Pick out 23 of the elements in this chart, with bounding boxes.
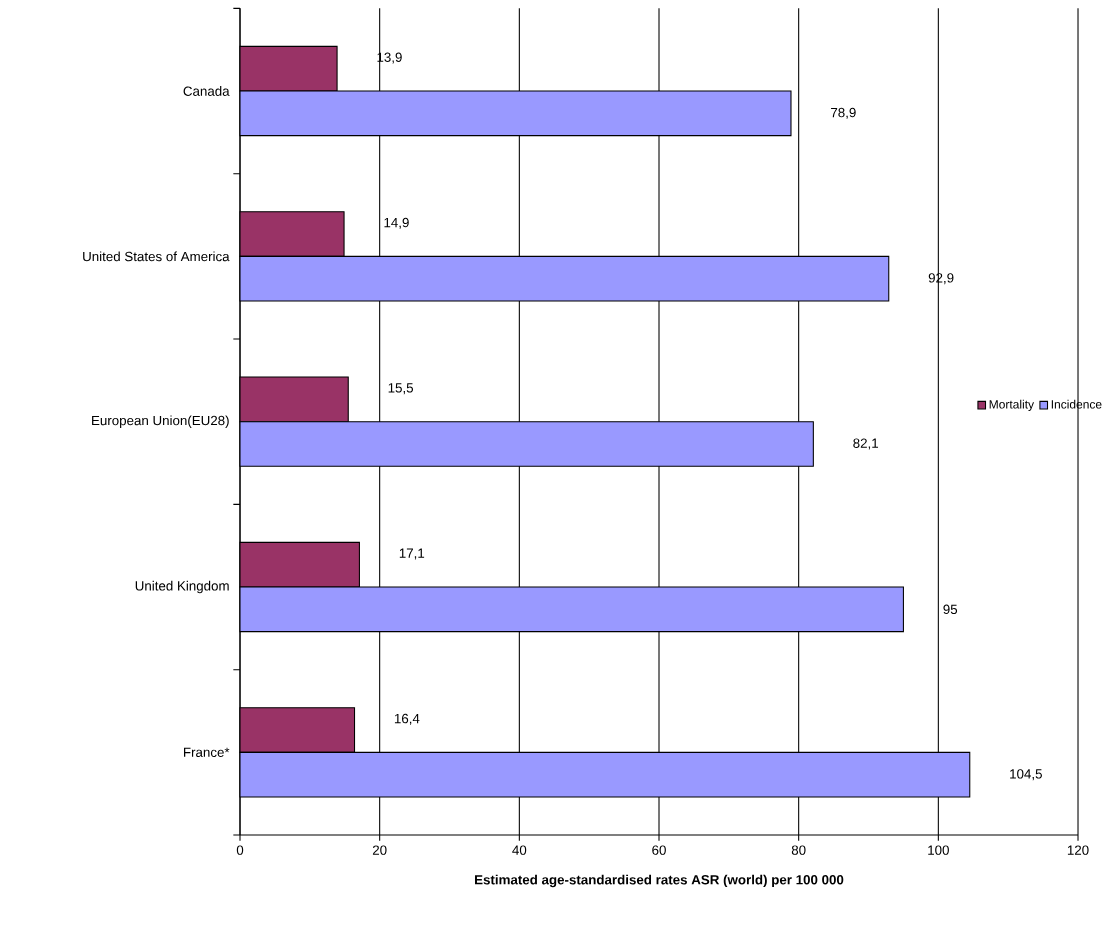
data-label: 15,5 bbox=[388, 383, 414, 395]
data-label: 17,1 bbox=[399, 548, 425, 560]
legend-label: Mortality bbox=[989, 399, 1035, 411]
data-label: 78,9 bbox=[831, 107, 856, 119]
x-tick-label: 40 bbox=[512, 845, 527, 855]
x-tick-label: 20 bbox=[372, 845, 387, 855]
y-tick-label: Canada bbox=[183, 86, 230, 96]
x-axis-title: Estimated age-standardised rates ASR (world) per 100 000 bbox=[475, 874, 844, 888]
x-tick-label: 120 bbox=[1067, 845, 1089, 855]
x-tick-label: 80 bbox=[791, 845, 806, 855]
data-label: 16,4 bbox=[394, 713, 420, 725]
x-tick-label: 0 bbox=[236, 845, 244, 855]
y-tick-label: European Union(EU28) bbox=[92, 415, 229, 428]
data-label: 104,5 bbox=[1010, 769, 1042, 781]
y-tick-label: United Kingdom bbox=[135, 580, 229, 594]
data-label: 82,1 bbox=[853, 438, 879, 450]
data-label: 14,9 bbox=[384, 217, 409, 229]
data-label: 95 bbox=[943, 604, 958, 615]
y-tick-label: France* bbox=[184, 747, 230, 757]
x-tick-label: 60 bbox=[652, 845, 666, 855]
legend-label: Incidence bbox=[1051, 399, 1102, 409]
y-tick-label: United States of America bbox=[83, 251, 230, 262]
x-tick-label: 100 bbox=[928, 845, 949, 855]
